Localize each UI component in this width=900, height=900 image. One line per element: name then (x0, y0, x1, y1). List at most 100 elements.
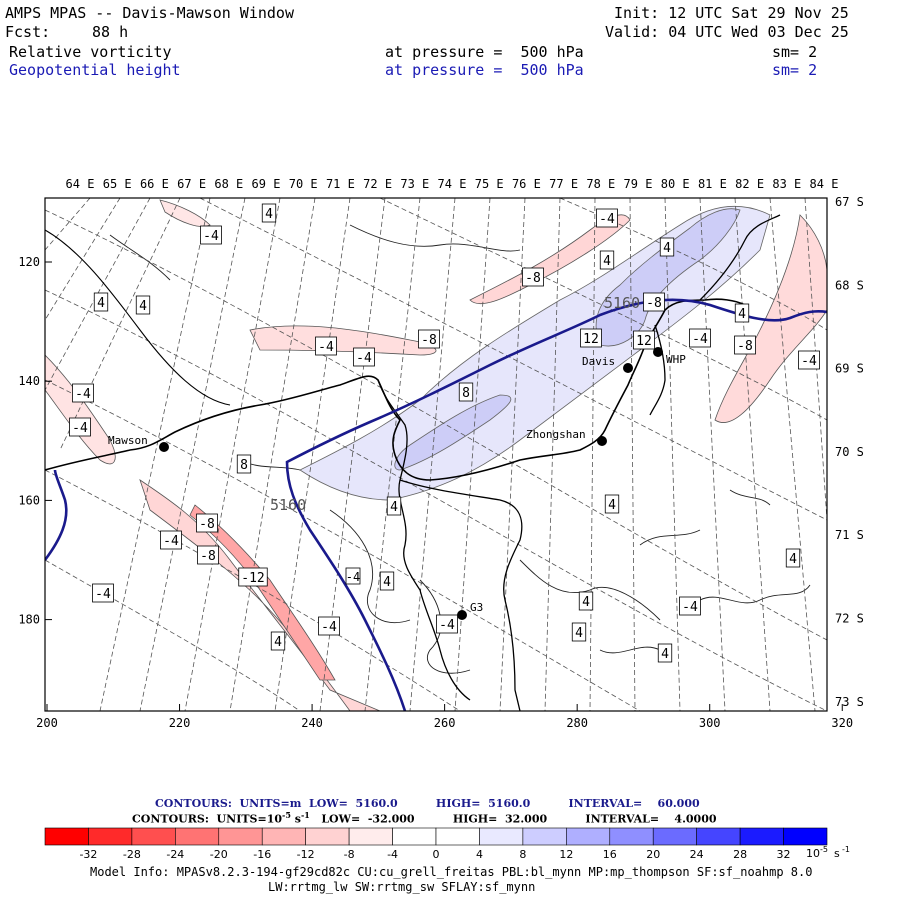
vorticity-contour-label: -8 (200, 549, 216, 564)
x-axis: 200 220 240 260 280 300 320 (36, 704, 853, 730)
coastline (649, 324, 666, 416)
x-tick-label: 280 (566, 716, 588, 730)
vorticity-label-box (386, 496, 402, 516)
vorticity-label-box (196, 513, 218, 533)
vorticity-contour-label: 4 (789, 552, 797, 567)
station-marker-whp (653, 347, 663, 357)
longitude-label: 75 E (475, 177, 504, 191)
x-tick-label: 320 (831, 716, 853, 730)
height-contour-label: 5160 (270, 496, 306, 514)
latitude-label: 71 S (835, 528, 864, 542)
vorticity-contour-info: CONTOURS: UNITS=10-5 s-1 LOW= -32.000 HI… (132, 810, 717, 826)
vorticity-positive-core (394, 394, 512, 471)
vorticity-label-box (160, 530, 182, 550)
vorticity-contour-label: 4 (738, 307, 746, 322)
longitude-labels: 64 E 65 E 66 E 67 E 68 E 69 E 70 E 71 E 72 E 73 E… (66, 177, 839, 191)
height-contour-labels: 5160 5160 (270, 294, 640, 514)
colorbar-swatch (479, 827, 524, 846)
vorticity-contour-label: 4 (575, 626, 583, 641)
x-tick-label: 240 (301, 716, 323, 730)
vorticity-label-box (418, 329, 440, 349)
vorticity-label-box (643, 292, 665, 312)
x-tick-label: 260 (434, 716, 456, 730)
colorbar-swatch (435, 827, 480, 846)
longitude-label: 64 E (66, 177, 95, 191)
field2-name: Geopotential height (9, 61, 181, 79)
vorticity-contour-label: -4 (356, 351, 372, 366)
station-label-zhongshan: Zhongshan (526, 428, 586, 441)
vorticity-negative-band (714, 214, 827, 423)
colorbar-tick-label: 0 (433, 848, 440, 860)
field2-pressure: at pressure = 500 hPa (385, 61, 584, 79)
plot-frame (44, 197, 828, 712)
vorticity-label-box (580, 328, 602, 348)
vorticity-label-box (318, 616, 340, 636)
longitude-label: 76 E (512, 177, 541, 191)
vorticity-label-box (659, 237, 675, 257)
colorbar-tick-label: -32 (79, 848, 97, 860)
colorbar-swatch (131, 827, 176, 846)
vorticity-contour-label: 12 (583, 332, 599, 347)
longitude-label: 65 E (103, 177, 132, 191)
height-contour-5160 (45, 469, 68, 561)
model-info-line2: LW:rrtmg_lw SW:rrtmg_sw SFLAY:sf_mynn (268, 880, 536, 894)
colorbar-tick-label: 24 (690, 848, 704, 860)
vorticity-contour-label: -4 (163, 534, 179, 549)
vorticity-label-box (599, 250, 615, 270)
vorticity-contour-label: 4 (663, 241, 671, 256)
vorticity-label-box (734, 335, 756, 355)
colorbar-tick-label: -16 (253, 848, 271, 860)
vorticity-contour-label: -4 (599, 212, 615, 227)
vorticity-negative-band (469, 214, 631, 305)
vorticity-contour-label: 4 (274, 635, 282, 650)
y-tick-label: 160 (18, 493, 40, 507)
colorbar-swatch (348, 827, 393, 846)
vorticity-contour-label: -8 (421, 333, 437, 348)
height-contour-info: CONTOURS: UNITS=m LOW= 5160.0 HIGH= 5160… (155, 797, 700, 810)
y-tick-label: 120 (18, 255, 40, 269)
station-label-whp: WHP (666, 353, 686, 366)
vorticity-label-box (270, 631, 286, 651)
field1-pressure: at pressure = 500 hPa (385, 43, 584, 61)
vorticity-label-box (571, 622, 587, 642)
colorbar-swatch (175, 827, 220, 846)
vorticity-label-box (197, 545, 219, 565)
field2-smoothing: sm= 2 (772, 61, 818, 79)
latitude-labels: 67 S 68 S 69 S 70 S 71 S 72 S 73 S (835, 195, 864, 709)
colorbar-tick-label: -24 (166, 848, 184, 860)
vorticity-contour-label: -4 (682, 600, 698, 615)
valid-time: Valid: 04 UTC Wed 03 Dec 25 (605, 23, 849, 41)
vorticity-contour-label: -4 (75, 387, 91, 402)
latitude-label: 67 S (835, 195, 864, 209)
vorticity-label-box (238, 567, 268, 587)
longitude-label: 73 E (400, 177, 429, 191)
vorticity-contour-label: 8 (462, 386, 470, 401)
vorticity-contour-label: 4 (383, 575, 391, 590)
longitude-label: 79 E (624, 177, 653, 191)
vorticity-contour-label: -4 (692, 332, 708, 347)
colorbar-swatch (392, 827, 437, 846)
vorticity-contour-label: -12 (241, 571, 264, 586)
vorticity-contour-label: -4 (95, 587, 111, 602)
ice-shelf-boundary (399, 479, 523, 711)
longitude-label: 81 E (698, 177, 727, 191)
vorticity-contour-label: -4 (801, 354, 817, 369)
vorticity-contour-label: -4 (346, 570, 360, 584)
station-label-mawson: Mawson (108, 434, 148, 447)
y-tick-label: 180 (18, 613, 40, 627)
station-labels: Mawson Davis WHP Zhongshan G3 (108, 353, 686, 614)
colorbar-tick-label: -28 (123, 848, 141, 860)
colorbar-tick-label: -12 (297, 848, 315, 860)
longitude-label: 74 E (438, 177, 467, 191)
colorbar-unit-exponent: -5 (820, 845, 828, 854)
colorbar-tick-label: 8 (519, 848, 526, 860)
colorbar-unit-seconds-exponent: -1 (842, 845, 850, 854)
colorbar-tick-label: 32 (777, 848, 791, 860)
vorticity-label-box (92, 583, 114, 603)
vorticity-contour-label: 4 (582, 595, 590, 610)
ice-shelf-boundary (45, 229, 231, 406)
vorticity-contour-label: 4 (390, 500, 398, 515)
vorticity-label-box (458, 382, 474, 402)
vorticity-label-box (522, 267, 544, 287)
